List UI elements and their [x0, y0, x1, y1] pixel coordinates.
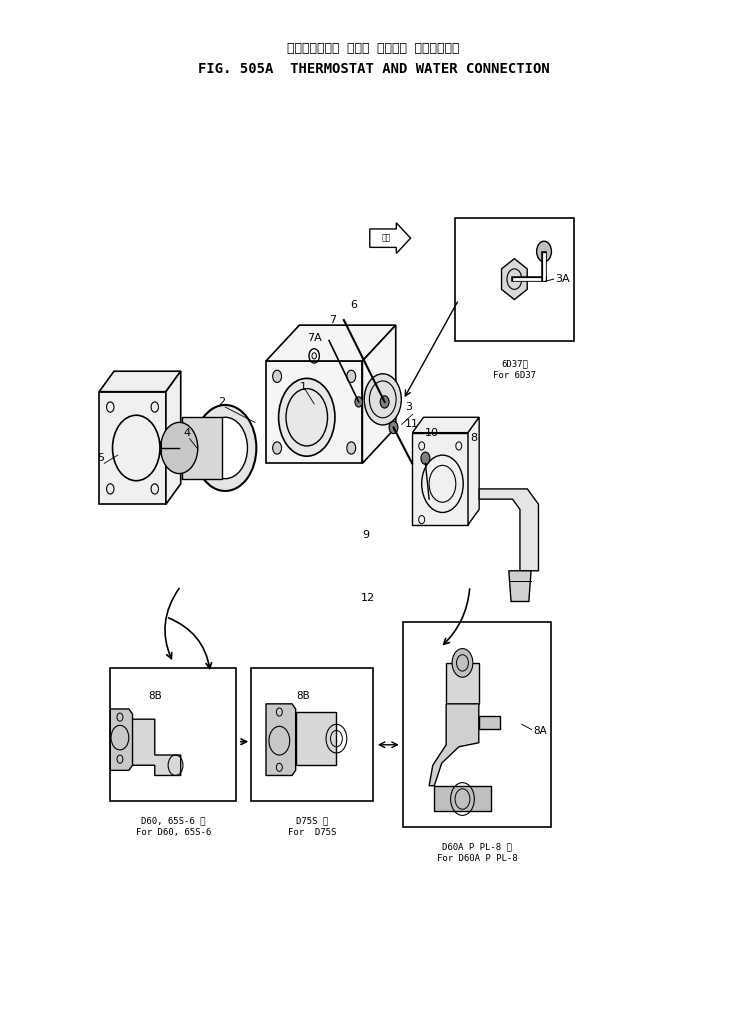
Polygon shape: [111, 709, 132, 771]
Circle shape: [355, 397, 362, 407]
Text: D75S 用
For  D75S: D75S 用 For D75S: [288, 816, 336, 838]
Circle shape: [273, 370, 282, 383]
Polygon shape: [479, 489, 539, 571]
Text: サーモスタット および ウォータ コネクション: サーモスタット および ウォータ コネクション: [288, 42, 459, 56]
Text: 3: 3: [406, 402, 412, 412]
Bar: [111, 668, 236, 801]
Polygon shape: [182, 418, 222, 478]
Circle shape: [380, 396, 389, 409]
Text: 5: 5: [97, 453, 104, 463]
Text: 11: 11: [405, 420, 419, 429]
Text: FIG. 505A  THERMOSTAT AND WATER CONNECTION: FIG. 505A THERMOSTAT AND WATER CONNECTIO…: [198, 63, 549, 76]
Text: 2: 2: [218, 397, 225, 406]
Polygon shape: [266, 361, 362, 463]
Text: 6D37用
For 6D37: 6D37用 For 6D37: [493, 359, 536, 380]
Text: 7A: 7A: [307, 333, 321, 344]
Text: 8B: 8B: [297, 690, 310, 701]
Polygon shape: [125, 719, 181, 776]
Polygon shape: [166, 371, 181, 504]
Polygon shape: [296, 712, 336, 766]
Polygon shape: [501, 258, 527, 299]
Polygon shape: [266, 704, 296, 776]
Polygon shape: [99, 371, 181, 392]
Bar: [251, 668, 374, 801]
Polygon shape: [434, 786, 491, 811]
Text: D60, 65S-6 用
For D60, 65S-6: D60, 65S-6 用 For D60, 65S-6: [136, 816, 211, 838]
Bar: [403, 622, 551, 826]
Text: 6: 6: [350, 299, 357, 310]
Circle shape: [421, 452, 430, 464]
Circle shape: [161, 422, 198, 473]
Circle shape: [194, 405, 256, 491]
Circle shape: [365, 374, 401, 425]
Text: 12: 12: [361, 594, 375, 603]
Bar: [455, 218, 574, 341]
Text: 8: 8: [470, 433, 477, 442]
Polygon shape: [412, 432, 468, 525]
Circle shape: [279, 379, 335, 456]
Circle shape: [389, 421, 398, 433]
Text: 10: 10: [424, 428, 438, 437]
Circle shape: [273, 441, 282, 454]
Polygon shape: [509, 571, 531, 602]
Text: 8A: 8A: [533, 726, 547, 737]
Polygon shape: [412, 418, 479, 432]
Text: 前方: 前方: [382, 234, 391, 243]
Text: 3A: 3A: [555, 274, 570, 284]
Text: 1: 1: [300, 382, 306, 392]
Text: 8B: 8B: [148, 690, 161, 701]
Polygon shape: [479, 716, 500, 730]
Circle shape: [452, 648, 473, 677]
Text: 7: 7: [329, 315, 336, 325]
Polygon shape: [429, 704, 479, 786]
Polygon shape: [446, 663, 479, 704]
Text: D60A P PL-8 用
For D60A P PL-8: D60A P PL-8 用 For D60A P PL-8: [437, 842, 518, 862]
Circle shape: [347, 370, 356, 383]
Text: 9: 9: [362, 530, 370, 540]
Polygon shape: [362, 325, 396, 463]
Text: 4: 4: [183, 428, 190, 437]
Circle shape: [203, 418, 247, 478]
Circle shape: [347, 441, 356, 454]
Polygon shape: [266, 325, 396, 361]
Circle shape: [536, 241, 551, 261]
Polygon shape: [468, 418, 479, 525]
Polygon shape: [99, 392, 166, 504]
